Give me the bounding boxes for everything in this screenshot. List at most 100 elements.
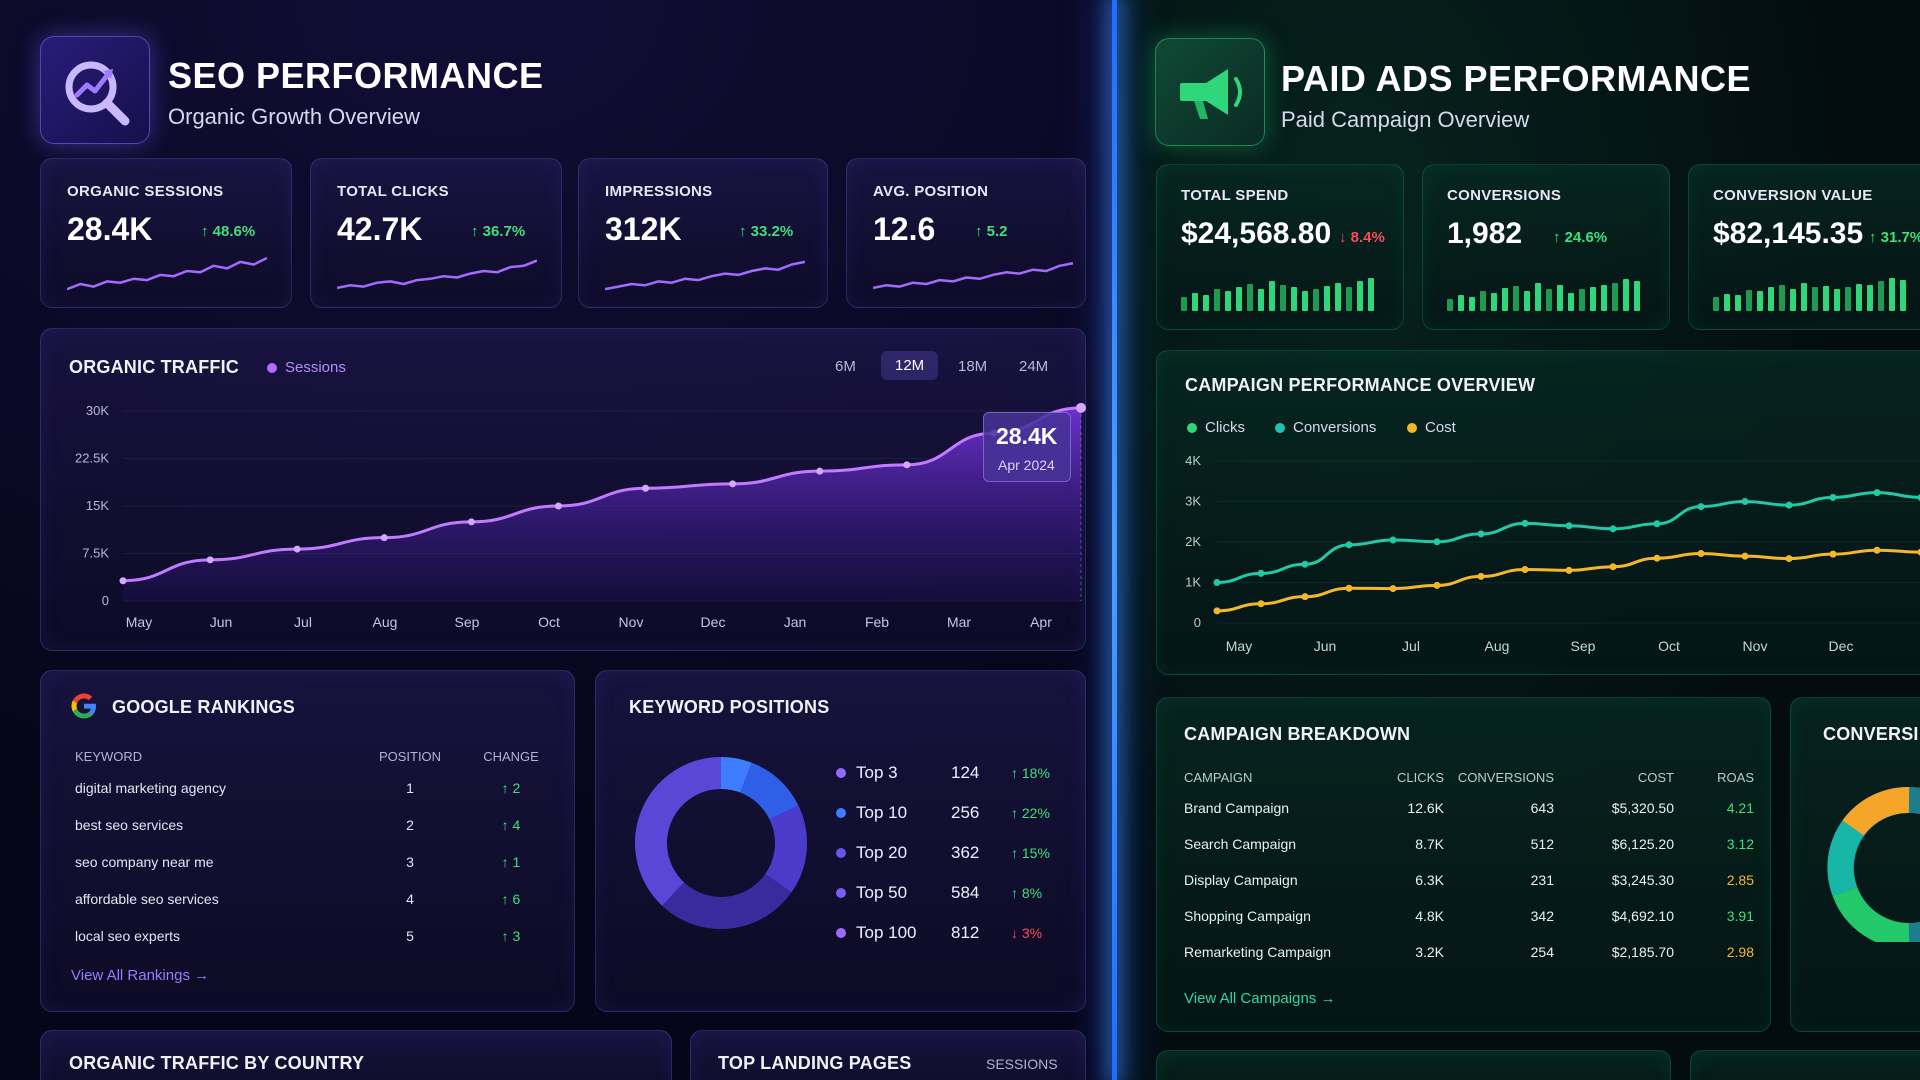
clicks-point[interactable] <box>1433 538 1441 546</box>
organic-traffic-card: ORGANIC TRAFFIC Sessions 6M 12M 18M 24M … <box>40 328 1086 651</box>
sessions-point[interactable] <box>380 534 388 542</box>
campaign-x-tick: Nov <box>1743 638 1768 654</box>
cost-point[interactable] <box>1785 555 1793 563</box>
kpi-sparkline <box>337 259 537 290</box>
kpi-change: ↑ 5.2 <box>975 223 1008 240</box>
sessions-point[interactable] <box>729 480 737 488</box>
kpi-value: 42.7K <box>337 211 423 247</box>
campaign-x-tick: Jul <box>1402 638 1420 654</box>
sessions-point[interactable] <box>554 502 562 510</box>
change-cell: ↑ 1 <box>501 853 521 870</box>
cost-point[interactable] <box>1653 554 1661 562</box>
donut-slice-top-50[interactable] <box>662 873 792 929</box>
rankings-row[interactable]: local seo experts 5 ↑ 3 <box>75 917 557 954</box>
keyword-cell: best seo services <box>75 816 184 833</box>
cost-point[interactable] <box>1433 581 1441 589</box>
keyword-position-row: Top 3 124 ↑ 18% <box>836 763 1066 783</box>
clicks-point[interactable] <box>1301 560 1309 568</box>
cost-point[interactable] <box>1521 565 1529 573</box>
campaign-row[interactable]: Remarketing Campaign 3.2K 254 $2,185.70 … <box>1184 934 1754 970</box>
campaign-conversions-cell: 342 <box>1530 908 1554 924</box>
cost-point[interactable] <box>1389 585 1397 593</box>
cost-point[interactable] <box>1741 552 1749 560</box>
campaign-roas-cell: 2.98 <box>1726 944 1754 960</box>
traffic-x-tick: Feb <box>865 614 889 630</box>
cost-point[interactable] <box>1477 572 1485 580</box>
range-18m-button[interactable]: 18M <box>958 358 988 375</box>
cost-point[interactable] <box>1257 600 1265 608</box>
cost-point[interactable] <box>1917 548 1920 556</box>
clicks-point[interactable] <box>1917 494 1920 501</box>
view-all-rankings-link[interactable]: View All Rankings → <box>71 967 210 984</box>
cost-point[interactable] <box>1609 563 1617 571</box>
traffic-by-country-title: ORGANIC TRAFFIC BY COUNTRY <box>69 1053 365 1073</box>
position-cell: 4 <box>406 890 414 907</box>
campaign-row[interactable]: Shopping Campaign 4.8K 342 $4,692.10 3.9… <box>1184 898 1754 934</box>
sessions-legend-label: Sessions <box>285 359 346 376</box>
donut-slice-top-3[interactable] <box>720 757 752 793</box>
change-cell: ↑ 6 <box>501 890 521 907</box>
rankings-row[interactable]: affordable seo services 4 ↑ 6 <box>75 880 557 917</box>
rankings-row[interactable]: digital marketing agency 1 ↑ 2 <box>75 769 557 806</box>
range-24m-button[interactable]: 24M <box>1019 358 1049 375</box>
campaign-row[interactable]: Display Campaign 6.3K 231 $3,245.30 2.85 <box>1184 862 1754 898</box>
cost-point[interactable] <box>1829 550 1837 558</box>
donut-slice-top-10[interactable] <box>739 762 799 820</box>
campaign-roas-cell: 4.21 <box>1726 800 1754 816</box>
sessions-point[interactable] <box>903 461 911 469</box>
cost-point[interactable] <box>1697 550 1705 558</box>
clicks-point[interactable] <box>1521 519 1529 527</box>
cost-legend-dot <box>1407 422 1417 433</box>
clicks-point[interactable] <box>1257 569 1265 577</box>
clicks-point[interactable] <box>1873 489 1881 497</box>
cost-point[interactable] <box>1873 546 1881 554</box>
clicks-point[interactable] <box>1697 503 1705 511</box>
kpi-value: 312K <box>605 211 682 247</box>
cost-point[interactable] <box>1213 607 1221 615</box>
cost-legend-label: Cost <box>1425 419 1456 436</box>
cost-point[interactable] <box>1345 584 1353 592</box>
kpi-value: 12.6 <box>873 211 936 247</box>
clicks-point[interactable] <box>1785 501 1793 509</box>
clicks-point[interactable] <box>1609 525 1617 533</box>
donut-slice-top-20[interactable] <box>764 805 807 893</box>
clicks-point[interactable] <box>1477 530 1485 538</box>
rankings-row[interactable]: best seo services 2 ↑ 4 <box>75 806 557 843</box>
keyword-position-count: 362 <box>951 843 980 862</box>
traffic-y-tick: 30K <box>86 403 109 418</box>
keyword-position-label: Top 100 <box>856 923 917 942</box>
sessions-point[interactable] <box>293 545 301 553</box>
campaign-row[interactable]: Search Campaign 8.7K 512 $6,125.20 3.12 <box>1184 826 1754 862</box>
range-6m-button[interactable]: 6M <box>835 358 856 375</box>
clicks-point[interactable] <box>1829 493 1837 501</box>
donut-slice-top-100[interactable] <box>635 757 722 906</box>
cost-point[interactable] <box>1301 593 1309 601</box>
clicks-point[interactable] <box>1389 536 1397 544</box>
clicks-point[interactable] <box>1213 579 1221 586</box>
campaign-clicks-cell: 6.3K <box>1415 872 1444 888</box>
campaign-x-tick: Oct <box>1658 638 1680 654</box>
sessions-point[interactable] <box>206 556 214 564</box>
sessions-area <box>123 407 1081 601</box>
sessions-point[interactable] <box>642 484 650 492</box>
rankings-row[interactable]: seo company near me 3 ↑ 1 <box>75 843 557 880</box>
sessions-point[interactable] <box>1076 402 1086 413</box>
clicks-point[interactable] <box>1565 522 1573 530</box>
campaign-name-cell: Remarketing Campaign <box>1184 944 1332 960</box>
range-12m-button[interactable]: 12M <box>881 351 939 380</box>
sessions-legend: Sessions <box>267 359 346 376</box>
clicks-point[interactable] <box>1741 498 1749 505</box>
sessions-point[interactable] <box>816 467 824 475</box>
cost-point[interactable] <box>1565 566 1573 574</box>
rankings-header-row: KEYWORD POSITION CHANGE <box>75 743 557 769</box>
sessions-point[interactable] <box>119 577 127 585</box>
sessions-point[interactable] <box>467 518 475 526</box>
traffic-x-tick: Aug <box>373 614 398 630</box>
campaign-row[interactable]: Brand Campaign 12.6K 643 $5,320.50 4.21 <box>1184 790 1754 826</box>
clicks-point[interactable] <box>1653 520 1661 528</box>
campaign-name-cell: Display Campaign <box>1184 872 1298 888</box>
landing-sessions-col: SESSIONS <box>986 1056 1058 1072</box>
campaign-y-tick: 1K <box>1185 575 1201 590</box>
clicks-point[interactable] <box>1345 541 1353 549</box>
view-all-campaigns-link[interactable]: View All Campaigns → <box>1184 990 1336 1007</box>
